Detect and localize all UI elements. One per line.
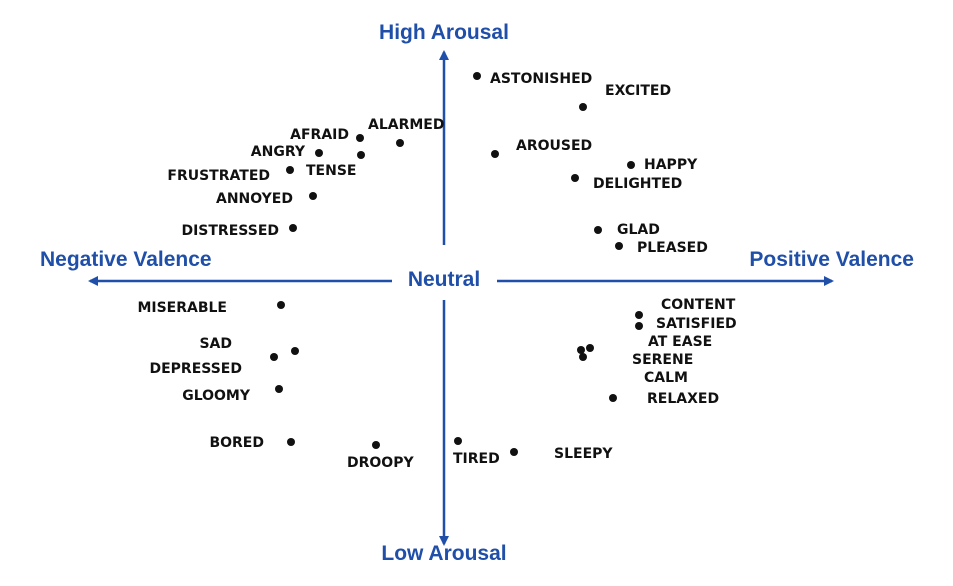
emotion-label-depressed: DEPRESSED bbox=[149, 361, 242, 377]
emotion-label-delighted: DELIGHTED bbox=[593, 176, 682, 192]
axis-label-negative-valence: Negative Valence bbox=[40, 248, 212, 271]
emotion-dot-gloomy bbox=[275, 385, 283, 393]
emotion-label-content: CONTENT bbox=[661, 297, 736, 313]
emotion-dot-excited bbox=[579, 103, 587, 111]
emotion-label-gloomy: GLOOMY bbox=[182, 388, 251, 404]
axis-label-high-arousal: High Arousal bbox=[379, 21, 509, 44]
emotion-dot-annoyed bbox=[309, 192, 317, 200]
emotion-label-afraid: AFRAID bbox=[290, 127, 349, 143]
emotion-label-alarmed: ALARMED bbox=[368, 117, 445, 133]
emotion-dot-angry bbox=[315, 149, 323, 157]
emotion-label-sad: SAD bbox=[199, 336, 232, 352]
emotion-label-relaxed: RELAXED bbox=[647, 391, 719, 407]
emotion-label-annoyed: ANNOYED bbox=[216, 191, 293, 207]
emotion-label-angry: ANGRY bbox=[251, 144, 306, 160]
emotion-dot-glad bbox=[594, 226, 602, 234]
emotion-label-serene: SERENE bbox=[632, 352, 693, 368]
emotion-label-at-ease: AT EASE bbox=[648, 334, 712, 350]
emotion-label-pleased: PLEASED bbox=[637, 240, 708, 256]
emotion-label-bored: BORED bbox=[209, 435, 264, 451]
emotion-dot-distressed bbox=[289, 224, 297, 232]
emotion-dot-calm bbox=[579, 353, 587, 361]
emotion-dot-sleepy bbox=[510, 448, 518, 456]
emotion-label-droopy: DROOPY bbox=[347, 455, 414, 471]
emotion-dot-alarmed bbox=[396, 139, 404, 147]
emotion-label-frustrated: FRUSTRATED bbox=[167, 168, 270, 184]
emotion-dot-relaxed bbox=[609, 394, 617, 402]
emotion-points: ASTONISHED EXCITED AROUSED HAPPY DELIGHTED GL… bbox=[137, 71, 736, 471]
axis-label-neutral: Neutral bbox=[408, 268, 480, 291]
emotion-label-distressed: DISTRESSED bbox=[181, 223, 279, 239]
axis-label-low-arousal: Low Arousal bbox=[381, 542, 506, 565]
emotion-label-tired: TIRED bbox=[453, 451, 500, 467]
emotion-label-aroused: AROUSED bbox=[516, 138, 592, 154]
emotion-dot-delighted bbox=[571, 174, 579, 182]
emotion-label-miserable: MISERABLE bbox=[137, 300, 227, 316]
emotion-dot-tired bbox=[454, 437, 462, 445]
emotion-label-excited: EXCITED bbox=[605, 83, 671, 99]
emotion-label-glad: GLAD bbox=[617, 222, 660, 238]
emotion-dot-frustrated bbox=[286, 166, 294, 174]
emotion-label-tense: TENSE bbox=[306, 163, 356, 179]
emotion-dot-at-ease bbox=[577, 346, 585, 354]
emotion-label-astonished: ASTONISHED bbox=[490, 71, 592, 87]
emotion-dot-astonished bbox=[473, 72, 481, 80]
emotion-label-sleepy: SLEEPY bbox=[554, 446, 613, 462]
emotion-label-satisfied: SATISFIED bbox=[656, 316, 737, 332]
emotion-dot-bored bbox=[287, 438, 295, 446]
emotion-dot-serene bbox=[586, 344, 594, 352]
emotion-dot-sad bbox=[291, 347, 299, 355]
emotion-dot-depressed bbox=[270, 353, 278, 361]
emotion-dot-aroused bbox=[491, 150, 499, 158]
emotion-dot-satisfied bbox=[635, 322, 643, 330]
emotion-dot-content bbox=[635, 311, 643, 319]
emotion-label-happy: HAPPY bbox=[644, 157, 698, 173]
emotion-dot-miserable bbox=[277, 301, 285, 309]
emotion-dot-happy bbox=[627, 161, 635, 169]
axis-label-positive-valence: Positive Valence bbox=[749, 248, 914, 271]
emotion-dot-droopy bbox=[372, 441, 380, 449]
emotion-dot-pleased bbox=[615, 242, 623, 250]
emotion-dot-afraid bbox=[356, 134, 364, 142]
emotion-label-calm: CALM bbox=[644, 370, 688, 386]
emotion-dot-tense bbox=[357, 151, 365, 159]
